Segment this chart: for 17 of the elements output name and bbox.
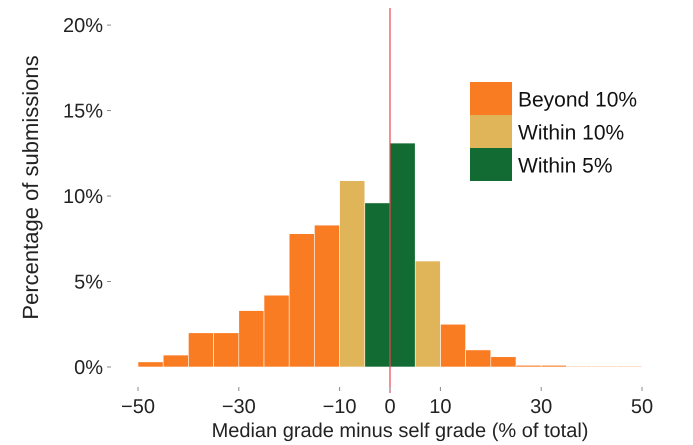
- x-tick-label: −10: [322, 396, 357, 418]
- y-tick-label: 0%: [74, 357, 104, 379]
- x-axis-title: Median grade minus self grade (% of total): [212, 420, 588, 442]
- y-tick-label: 20%: [62, 15, 104, 38]
- x-tick-label: 30: [530, 396, 552, 418]
- legend-label: Within 5%: [518, 154, 613, 178]
- y-axis-title: Percentage of submissions: [18, 55, 43, 320]
- legend-label: Within 10%: [518, 121, 624, 144]
- y-tick-label: 15%: [62, 100, 104, 123]
- x-tick-label: 50: [630, 396, 654, 418]
- y-tick-label: 10%: [62, 186, 104, 208]
- x-tick-label: −30: [222, 396, 256, 418]
- legend-label: Beyond 10%: [518, 88, 638, 112]
- y-tick-label: 5%: [74, 272, 104, 294]
- x-tick-label: −50: [121, 396, 155, 418]
- x-tick-label: 10: [429, 396, 452, 418]
- x-tick-label: 0: [384, 396, 396, 418]
